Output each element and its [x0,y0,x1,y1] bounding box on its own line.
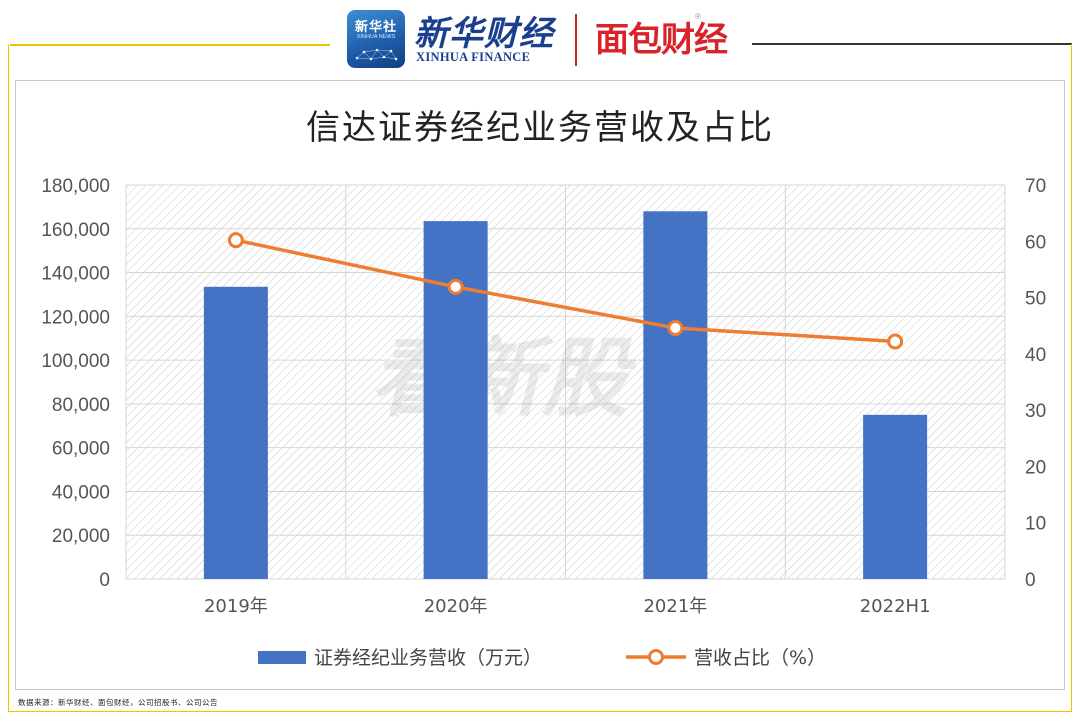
left-tick-label: 40,000 [52,482,110,503]
x-tick-label: 2019年 [204,596,268,617]
xinhua-badge-subtext: XINHUA NEWS [356,34,396,40]
line-point [887,333,904,350]
legend-label-line: 营收占比（%） [694,647,826,669]
gold-rule [10,44,330,46]
right-tick-label: 0 [1025,570,1036,591]
line-point [447,278,464,295]
source-note: 数据来源：新华财经、面包财经，公司招股书、公司公告 [18,698,218,707]
right-tick-label: 20 [1025,457,1046,478]
legend-label-bar: 证券经纪业务营收（万元） [314,647,542,669]
network-icon [355,48,398,61]
legend-swatch-bar [258,651,306,664]
line-point [227,232,244,249]
x-axis: 2019年 2020年 2021年 2022H1 [204,596,931,617]
left-tick-label: 120,000 [41,307,110,328]
legend-swatch-marker [648,649,664,665]
left-tick-label: 140,000 [41,264,110,285]
right-tick-label: 10 [1025,514,1046,535]
right-tick-label: 30 [1025,401,1046,422]
line-series [227,232,904,350]
right-tick-label: 50 [1025,289,1046,310]
legend: 证券经纪业务营收（万元） 营收占比（%） [258,647,826,669]
line-point [667,319,684,336]
right-tick-label: 60 [1025,232,1046,253]
mianbao-logo: 面包财经 [595,20,728,60]
x-tick-label: 2021年 [643,596,707,617]
xinhua-badge-text: 新华社 [354,20,397,35]
dark-rule [752,43,1072,45]
right-tick-label: 40 [1025,345,1046,366]
left-tick-label: 80,000 [52,395,110,416]
bar [423,221,488,579]
bar [643,211,708,579]
left-axis: 0 20,000 40,000 60,000 80,000 100,000 120,000 1… [41,176,110,591]
xinhua-finance-logo: 新华财经 [414,14,554,54]
series-line [235,238,896,344]
bar [863,414,928,579]
bar [203,286,268,579]
registered-mark: ® [695,12,701,21]
left-tick-label: 160,000 [41,220,110,241]
gridlines [125,184,1006,580]
left-tick-label: 0 [99,570,110,591]
x-tick-label: 2020年 [424,596,488,617]
x-tick-label: 2022H1 [860,596,931,617]
watermark-text: 看新股 [370,329,637,429]
outer-frame [8,44,1072,712]
brand-divider [575,14,577,66]
left-tick-label: 60,000 [52,439,110,460]
right-tick-label: 70 [1025,176,1046,197]
left-tick-label: 20,000 [52,526,110,547]
xinhua-logo: 新华社 XINHUA NEWS [347,10,405,68]
right-axis: 0 10 20 30 40 50 60 70 [1025,176,1046,591]
xinhua-finance-english: XINHUA FINANCE [416,50,531,64]
left-tick-label: 100,000 [41,351,110,372]
left-tick-label: 180,000 [41,176,110,197]
brand-header: 新华社 XINHUA NEWS 新华财经 XINHUA FINANCE 面包财经… [0,0,1080,72]
chart-title: 信达证券经纪业务营收及占比 [306,108,774,148]
